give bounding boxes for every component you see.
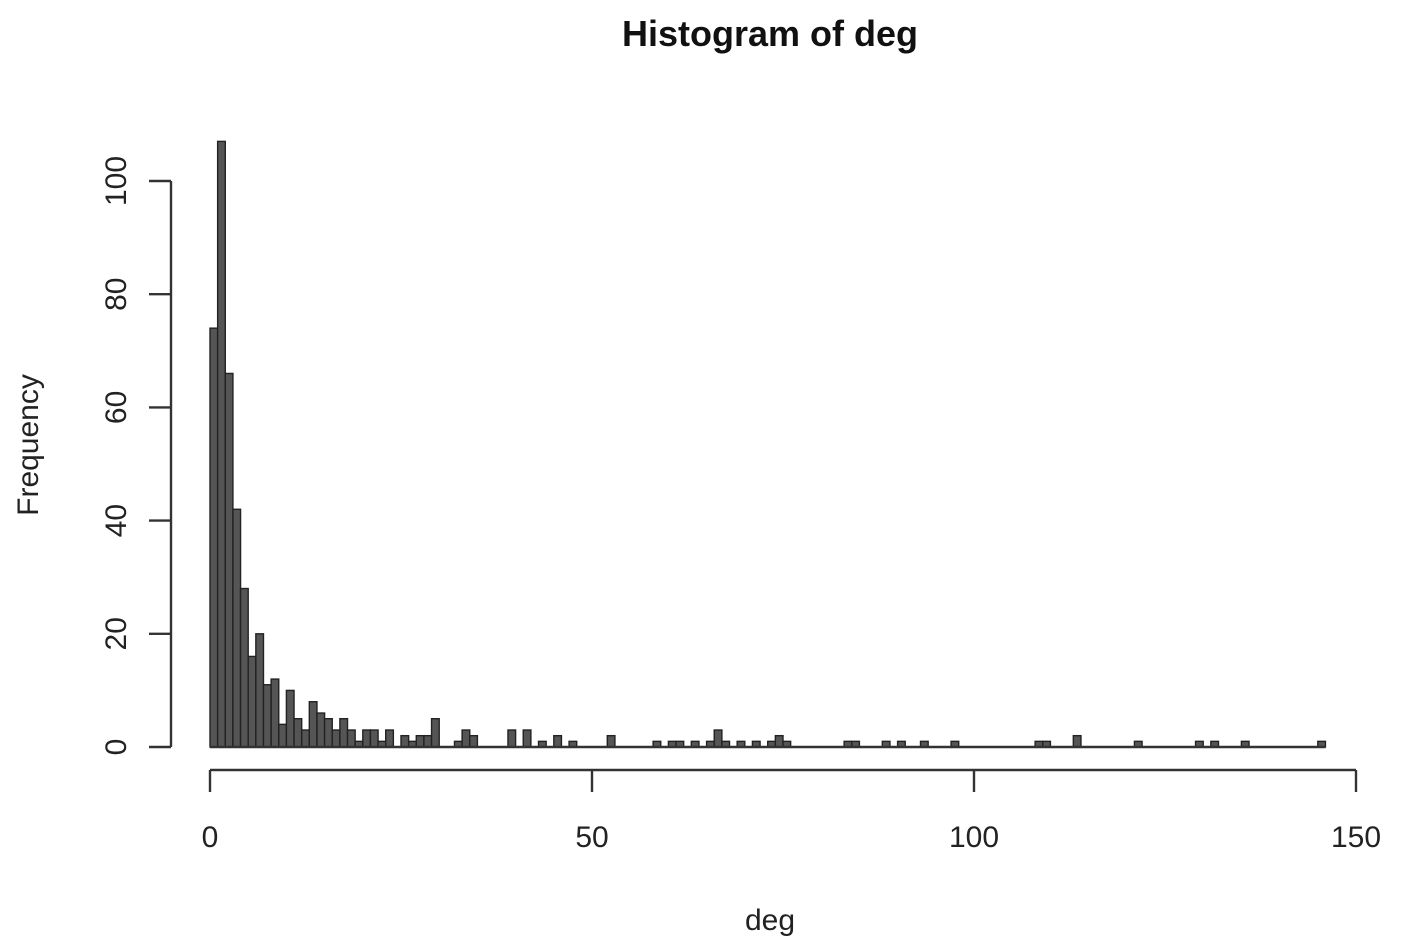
histogram-bar (232, 508, 242, 748)
histogram-bar (255, 633, 265, 748)
y-axis: 0 20 40 60 80 100 (100, 156, 173, 756)
chart-title: Histogram of deg (622, 13, 918, 54)
histogram-bar (774, 734, 784, 748)
histogram-bar (1072, 734, 1082, 748)
x-tick-label: 150 (1331, 821, 1381, 854)
y-tick-label: 0 (100, 739, 133, 756)
x-tick-label: 50 (575, 821, 608, 854)
y-tick-label: 20 (100, 617, 133, 650)
histogram-bar (415, 734, 425, 748)
y-tick-label: 80 (100, 278, 133, 311)
histogram-bar (339, 718, 349, 748)
histogram-bar (606, 734, 616, 748)
histogram-bar (262, 684, 272, 748)
histogram-bar (400, 734, 410, 748)
histogram-bar (423, 734, 433, 748)
x-tick-label: 0 (202, 821, 219, 854)
histogram-bar (300, 729, 311, 748)
histogram-bar (331, 729, 341, 748)
y-axis-label: Frequency (12, 374, 45, 516)
histogram-bar (522, 729, 532, 748)
histogram-bar (430, 718, 440, 748)
histogram-bars (209, 140, 1327, 749)
y-tick-label: 40 (100, 504, 133, 537)
histogram-bar (385, 729, 395, 748)
histogram-bar (346, 729, 356, 748)
histogram-bar (285, 689, 295, 748)
histogram-bar (316, 712, 326, 748)
histogram-bar (216, 140, 226, 748)
histogram-bar (713, 729, 723, 748)
x-axis: 0 50 100 150 (202, 768, 1381, 854)
histogram-bar (308, 701, 318, 748)
histogram-bar (369, 729, 379, 748)
histogram-bar (507, 729, 517, 748)
histogram-bar (362, 729, 372, 748)
histogram-bar (469, 734, 479, 748)
x-tick-label: 100 (949, 821, 999, 854)
histogram-bar (293, 718, 303, 748)
histogram-bar (270, 678, 280, 748)
y-tick-label: 100 (100, 156, 133, 206)
histogram-bar (247, 655, 257, 748)
histogram-bar (209, 327, 219, 748)
histogram-bar (278, 723, 288, 748)
y-tick-label: 60 (100, 391, 133, 424)
histogram-bar (553, 734, 563, 748)
histogram-bar (323, 718, 333, 748)
histogram-bar (239, 587, 249, 748)
histogram-bar (461, 729, 471, 748)
x-axis-label: deg (745, 904, 795, 937)
histogram-bar (224, 372, 234, 748)
